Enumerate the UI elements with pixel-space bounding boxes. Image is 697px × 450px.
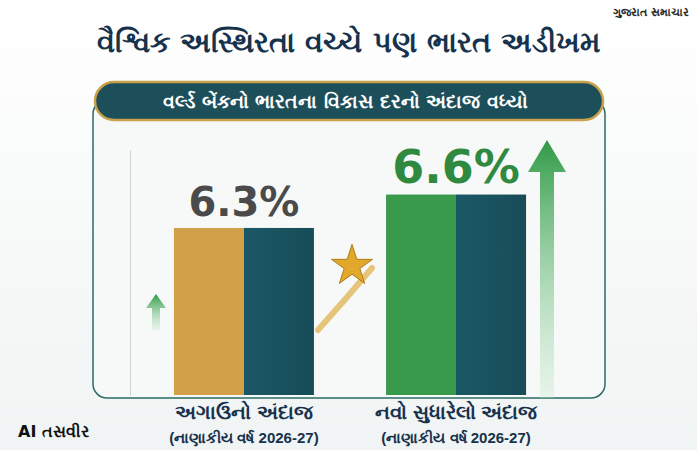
x-tick-label-line: (નાણાકીય વર્ષ 2026-27) [169, 429, 318, 447]
logo-text: ગુજરાત સમાચાર [613, 6, 689, 19]
x-tick: અગાઉનો અંદાજ (નાણાકીય વર્ષ 2026-27) [169, 400, 318, 447]
data-label: 6.6% [392, 140, 520, 194]
y-axis [130, 151, 131, 396]
x-tick-label-line: (નાણાકીય વર્ષ 2026-27) [381, 429, 530, 447]
background [0, 0, 697, 450]
decor-star [332, 244, 373, 283]
decor-arrow-small [146, 294, 166, 330]
ai-note: AI તસવીર [18, 422, 90, 441]
subtitle: વર્લ્ડ બેંકનો ભારતના વિકાસ દરનો અંદાજ વધ… [163, 90, 528, 112]
x-tick: નવો સુધારેલો અંદાજ (નાણાકીય વર્ષ 2026-27) [375, 400, 538, 447]
x-tick-label-line: અગાઉનો અંદાજ [175, 400, 314, 423]
subtitle-pill [95, 82, 603, 120]
x-tick-label-line: નવો સુધારેલો અંદાજ [375, 400, 538, 424]
x-axis: અગાઉનો અંદાજ(નાણાકીય વર્ષ 2026-27)નવો સુ… [169, 400, 538, 447]
frame [93, 100, 605, 398]
x-tick-label: અગાઉનો અંદાજ (નાણાકીય વર્ષ 2026-27) [169, 400, 318, 447]
decor-arrow [528, 140, 566, 398]
data-label: 6.3% [188, 179, 299, 225]
bar [386, 195, 526, 395]
x-tick-label: નવો સુધારેલો અંદાજ (નાણાકીય વર્ષ 2026-27) [375, 400, 538, 447]
chart-svg: વૈશ્વિક અસ્થિરતા વચ્ચે પણ ભારત અડીખમ ગુજર… [0, 0, 697, 450]
bar [174, 228, 314, 395]
title: વૈશ્વિક અસ્થિરતા વચ્ચે પણ ભારત અડીખમ [97, 25, 599, 59]
y-axis-line [130, 151, 131, 396]
